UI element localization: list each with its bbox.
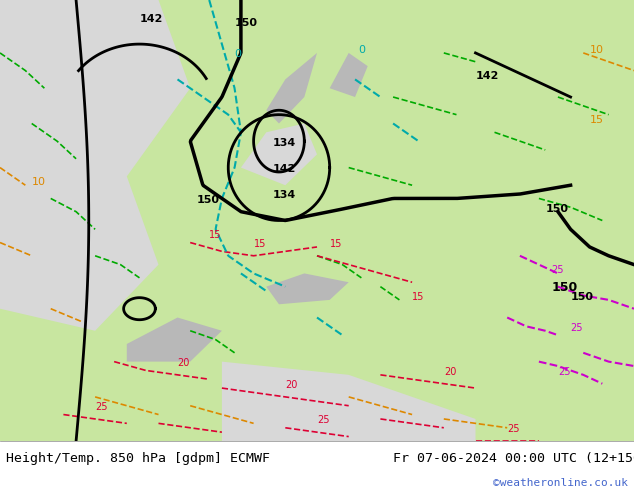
- Text: 20: 20: [285, 380, 298, 390]
- Polygon shape: [241, 123, 317, 185]
- Text: 25: 25: [95, 402, 108, 412]
- Polygon shape: [222, 362, 476, 441]
- Text: 10: 10: [590, 45, 604, 55]
- Polygon shape: [127, 318, 222, 362]
- Text: 25: 25: [558, 367, 571, 377]
- Text: 142: 142: [139, 14, 163, 24]
- Text: 20: 20: [178, 358, 190, 368]
- Text: 15: 15: [330, 239, 342, 249]
- Text: 142: 142: [273, 164, 296, 174]
- Text: 134: 134: [273, 138, 296, 147]
- Text: 0: 0: [235, 49, 242, 59]
- Text: 20: 20: [444, 367, 456, 377]
- Text: 150: 150: [571, 292, 593, 302]
- Polygon shape: [330, 53, 368, 97]
- Polygon shape: [0, 0, 190, 331]
- Text: 25: 25: [571, 323, 583, 333]
- Text: 142: 142: [476, 72, 499, 81]
- Text: 10: 10: [32, 177, 46, 187]
- Text: 150: 150: [197, 195, 219, 205]
- Text: 134: 134: [273, 191, 296, 200]
- Text: 15: 15: [590, 116, 604, 125]
- Text: 15: 15: [412, 292, 425, 302]
- Text: 150: 150: [552, 281, 578, 294]
- FancyBboxPatch shape: [0, 0, 634, 441]
- Text: 15: 15: [209, 230, 222, 240]
- Polygon shape: [266, 53, 317, 123]
- Text: 25: 25: [507, 424, 520, 434]
- Text: 0: 0: [358, 45, 365, 55]
- Text: Fr 07-06-2024 00:00 UTC (12+156): Fr 07-06-2024 00:00 UTC (12+156): [393, 452, 634, 465]
- Text: Height/Temp. 850 hPa [gdpm] ECMWF: Height/Temp. 850 hPa [gdpm] ECMWF: [6, 452, 270, 465]
- Text: ©weatheronline.co.uk: ©weatheronline.co.uk: [493, 478, 628, 488]
- Text: 150: 150: [545, 204, 568, 214]
- Text: 25: 25: [317, 416, 330, 425]
- Text: 15: 15: [254, 239, 266, 249]
- Text: 150: 150: [235, 19, 257, 28]
- Text: 25: 25: [552, 266, 564, 275]
- Polygon shape: [266, 273, 349, 304]
